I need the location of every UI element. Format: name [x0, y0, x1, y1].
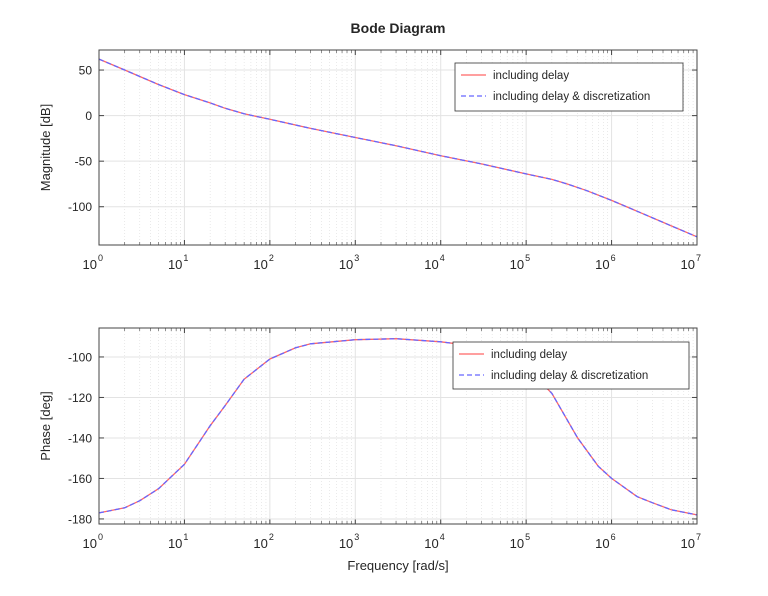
- x-tick-label-base: 10: [510, 257, 524, 272]
- y-tick-label: -160: [68, 472, 92, 486]
- x-tick-label-exponent: 2: [269, 532, 274, 542]
- x-tick-label: 10 4: [424, 253, 444, 272]
- x-tick-label-base: 10: [168, 257, 182, 272]
- y-tick-label: 50: [79, 64, 93, 78]
- x-tick-label: 10 0: [83, 253, 103, 272]
- x-tick-label-exponent: 5: [525, 532, 530, 542]
- x-tick-label-base: 10: [595, 536, 609, 551]
- x-tick-label-base: 10: [253, 536, 267, 551]
- x-tick-label-base: 10: [424, 257, 438, 272]
- x-tick-label-exponent: 4: [440, 532, 445, 542]
- x-tick-label: 10 7: [681, 532, 701, 551]
- x-tick-label: 10 6: [595, 532, 615, 551]
- x-tick-label-exponent: 0: [98, 532, 103, 542]
- legend: including delay including delay & discret…: [452, 341, 690, 390]
- x-tick-label-exponent: 0: [98, 253, 103, 263]
- y-axis-label: Magnitude [dB]: [38, 104, 53, 191]
- x-tick-label-exponent: 7: [696, 532, 701, 542]
- series-line-including-delay-discretization: [98, 58, 698, 238]
- x-tick-label: 10 7: [681, 253, 701, 272]
- legend: including delay including delay & discret…: [454, 62, 684, 112]
- legend-box: [452, 341, 690, 390]
- x-tick-label-base: 10: [681, 257, 695, 272]
- x-tick-label-exponent: 6: [611, 532, 616, 542]
- y-tick-label: -180: [68, 512, 92, 526]
- legend-label: including delay: [493, 70, 569, 82]
- x-tick-label-base: 10: [253, 257, 267, 272]
- y-tick-label: -120: [68, 391, 92, 405]
- x-tick-label-base: 10: [339, 257, 353, 272]
- legend-label: including delay: [491, 349, 567, 361]
- x-tick-label-base: 10: [168, 536, 182, 551]
- y-axis-label: Phase [deg]: [38, 391, 53, 460]
- legend-label: including delay & discretization: [491, 370, 648, 382]
- y-tick-label: -140: [68, 431, 92, 445]
- x-tick-label-base: 10: [681, 536, 695, 551]
- y-tick-label: -100: [68, 350, 92, 364]
- chart-title: Bode Diagram: [351, 20, 446, 36]
- x-tick-label-base: 10: [83, 257, 97, 272]
- x-tick-label: 10 0: [83, 532, 103, 551]
- x-tick-label: 10 2: [253, 532, 273, 551]
- legend-label: including delay & discretization: [493, 91, 650, 103]
- x-axis-label: Frequency [rad/s]: [347, 558, 448, 573]
- axes-frame: [98, 327, 698, 525]
- legend-box: [454, 62, 684, 112]
- x-tick-label: 10 5: [510, 532, 530, 551]
- y-tick-label: 0: [85, 109, 92, 123]
- axes-frame: [98, 49, 698, 246]
- series-line-including-delay-discretization: [98, 338, 698, 516]
- x-tick-label: 10 3: [339, 532, 359, 551]
- x-tick-label-exponent: 5: [525, 253, 530, 263]
- x-tick-label-base: 10: [83, 536, 97, 551]
- y-tick-label: -100: [68, 200, 92, 214]
- x-tick-label: 10 6: [595, 253, 615, 272]
- x-tick-label-exponent: 3: [354, 253, 359, 263]
- x-tick-label-exponent: 1: [183, 532, 188, 542]
- x-tick-label: 10 5: [510, 253, 530, 272]
- y-tick-label: -50: [75, 155, 93, 169]
- x-tick-label-base: 10: [424, 536, 438, 551]
- x-tick-label-base: 10: [595, 257, 609, 272]
- x-tick-label: 10 4: [424, 532, 444, 551]
- x-tick-label: 10 2: [253, 253, 273, 272]
- x-tick-label: 10 3: [339, 253, 359, 272]
- x-tick-label-exponent: 2: [269, 253, 274, 263]
- x-tick-label: 10 1: [168, 532, 188, 551]
- x-tick-label-exponent: 4: [440, 253, 445, 263]
- x-tick-label: 10 1: [168, 253, 188, 272]
- x-tick-label-exponent: 6: [611, 253, 616, 263]
- x-tick-label-exponent: 1: [183, 253, 188, 263]
- x-tick-label-exponent: 7: [696, 253, 701, 263]
- phase-plot: 10 0 10 1 10 2 10 3 10 4 10 5 10 6 10 7-100-120-140-160…: [38, 327, 701, 573]
- x-tick-label-exponent: 3: [354, 532, 359, 542]
- magnitude-plot: 10 0 10 1 10 2 10 3 10 4 10 5 10 6 10 7500-50-100Magnit…: [38, 49, 701, 272]
- x-tick-label-base: 10: [510, 536, 524, 551]
- x-tick-label-base: 10: [339, 536, 353, 551]
